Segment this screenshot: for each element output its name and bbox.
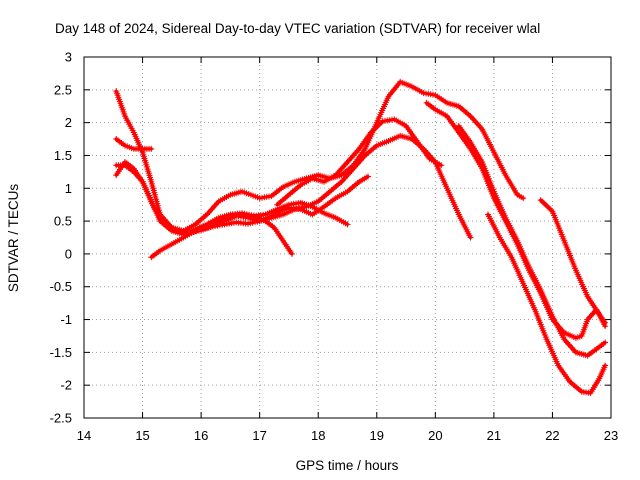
x-tick-label: 17 [252, 428, 266, 443]
series-track-j [485, 211, 609, 397]
series-markers [186, 132, 474, 241]
y-tick-label: -2.5 [50, 411, 72, 426]
x-tick-label: 20 [428, 428, 442, 443]
axis-ticks [83, 56, 612, 419]
grid [84, 57, 611, 418]
plot-frame [83, 56, 612, 419]
y-tick-label: -1.5 [50, 345, 72, 360]
x-tick-label: 14 [77, 428, 91, 443]
series-markers [537, 197, 609, 326]
chart-title: Day 148 of 2024, Sidereal Day-to-day VTE… [55, 21, 540, 36]
y-tick-label: -2 [60, 378, 72, 393]
x-tick-label: 22 [545, 428, 559, 443]
series-markers [423, 99, 609, 341]
series-track-g [274, 116, 445, 208]
y-tick-label: 1 [65, 181, 72, 196]
y-tick-label: -1 [60, 312, 72, 327]
y-tick-label: -0.5 [50, 279, 72, 294]
y-tick-label: 2.5 [54, 82, 72, 97]
series-track-b [113, 136, 155, 152]
series-markers [455, 122, 609, 359]
series-markers [113, 136, 155, 152]
series-markers [274, 116, 445, 208]
series-track-f [186, 132, 474, 241]
y-tick-label: 2 [65, 115, 72, 130]
x-axis-label: GPS time / hours [296, 458, 399, 473]
y-tick-label: 0 [65, 246, 72, 261]
x-tick-label: 18 [311, 428, 325, 443]
x-tick-label: 19 [370, 428, 384, 443]
y-axis-label: SDTVAR / TECUs [6, 184, 21, 293]
series-markers [485, 211, 609, 397]
x-tick-label: 23 [604, 428, 618, 443]
x-tick-labels: 14 15 16 17 18 19 20 21 22 23 [77, 428, 618, 443]
x-tick-label: 15 [135, 428, 149, 443]
series-track-d [113, 159, 371, 236]
series-band [425, 101, 607, 340]
y-tick-label: 0.5 [54, 214, 72, 229]
y-tick-label: 1.5 [54, 148, 72, 163]
y-tick-label: 3 [65, 50, 72, 65]
series-track-h [423, 99, 609, 341]
series-track-i [455, 122, 609, 359]
x-tick-label: 16 [194, 428, 208, 443]
series-track-k [537, 197, 609, 326]
x-tick-label: 21 [487, 428, 501, 443]
y-tick-labels: 3 2.5 2 1.5 1 0.5 0 -0.5 -1 -1.5 -2 -2.5 [50, 50, 72, 426]
data-series [113, 78, 609, 397]
